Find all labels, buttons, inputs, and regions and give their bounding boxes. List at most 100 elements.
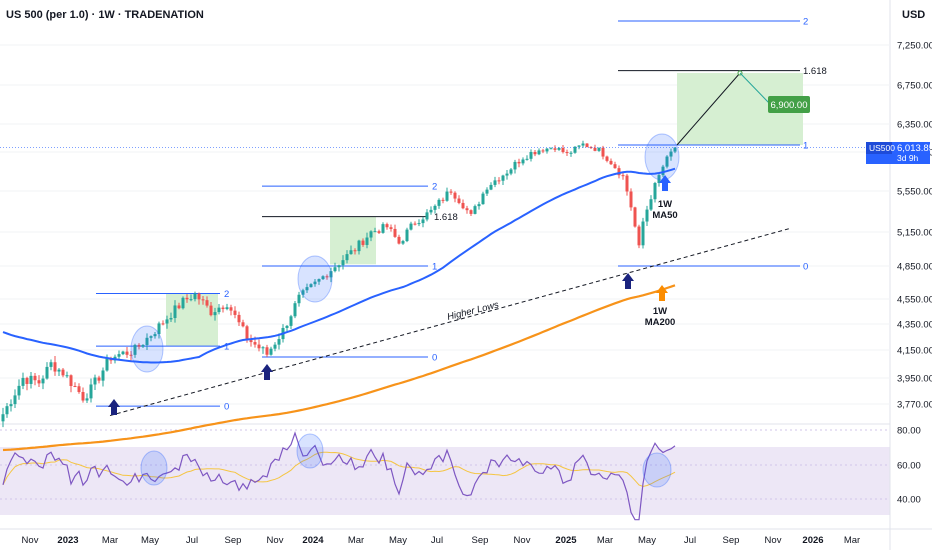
rsi-tick-label: 40.00 [897,495,921,506]
candle-body [185,297,189,300]
candle-body [641,221,645,246]
ma50-arrow [659,175,671,191]
candle-body [649,199,653,210]
candle-body [373,231,377,233]
chart-title: US 500 (per 1.0) · 1W · TRADENATION [6,9,204,21]
rsi-line [2,431,676,521]
candle-body [469,210,473,214]
candle-body [293,303,297,317]
candle-body [177,305,181,309]
price-tick-label: 4,850.00 [897,262,932,273]
highlight-circle [130,325,164,373]
candle-body [205,300,209,306]
candle-body [29,375,33,384]
time-tick-label: May [638,535,656,546]
candle-body [225,307,229,310]
highlight-circle [296,433,324,469]
candle-body [473,206,477,214]
candle-body [541,150,545,152]
price-tick-label: 4,150.00 [897,346,932,357]
currency-label[interactable]: USD [902,9,925,21]
candle-body [265,347,269,355]
time-tick-label: 2026 [802,535,823,546]
fib2-label-0: 0 [432,353,437,364]
candle-body [9,404,13,407]
candle-body [425,212,429,220]
candle-body [165,319,169,324]
candle-body [617,168,621,176]
candle-body [653,183,657,200]
candle-body [269,348,273,355]
candle-body [417,223,421,225]
candle-body [77,386,81,393]
candle-body [445,191,449,201]
higher-low-arrow-2 [261,364,273,380]
candle-body [369,231,373,238]
fib3-label-2: 2 [803,17,808,28]
time-tick-label: Sep [472,535,489,546]
candle-body [433,205,437,210]
candle-body [497,180,501,182]
candle-body [125,351,129,355]
candle-body [261,347,265,349]
candle-body [489,184,493,190]
candle-body [49,362,53,367]
time-tick-label: Mar [597,535,613,546]
rsi-tick-label: 60.00 [897,461,921,472]
candle-body [637,226,641,246]
candle-body [581,143,585,146]
candle-body [197,293,201,300]
time-tick-label: Sep [225,535,242,546]
candle-body [657,175,661,184]
candle-body [621,175,625,177]
candle-body [437,199,441,206]
candle-body [357,240,361,252]
candle-body [349,250,353,255]
candle-body [249,340,253,343]
candle-body [273,344,277,349]
highlight-circle [297,255,333,303]
candle-body [73,385,77,387]
candle-body [257,344,261,349]
rsi-band [0,447,890,515]
candle-body [201,299,205,301]
price-tick-label: 5,150.00 [897,228,932,239]
candle-body [345,254,349,261]
candle-body [457,198,461,203]
candle-body [117,354,121,357]
candle-body [585,143,589,147]
candle-body [129,354,133,356]
candle-body [381,224,385,233]
candle-body [221,307,225,310]
candle-body [549,148,553,150]
candle-body [525,158,529,160]
candle-body [537,150,541,155]
candle-body [321,276,325,280]
candle-body [441,199,445,201]
symbol-tag [866,142,892,154]
price-tick-label: 4,350.00 [897,320,932,331]
candle-body [229,307,233,311]
candle-body [505,173,509,176]
ma200-arrow [656,285,668,301]
candle-body [301,290,305,295]
candle-body [5,406,9,415]
candle-body [661,166,665,176]
candle-body [633,207,637,227]
candle-body [341,260,345,266]
candle-body [517,161,521,164]
price-tick-label: 5,550.00 [897,187,932,198]
candle-body [605,156,609,161]
candle-body [669,151,673,157]
bar-countdown: 3d 9h [897,153,919,163]
time-tick-label: Nov [514,535,531,546]
fib1-label-2: 2 [224,289,229,300]
time-tick-label: Jul [684,535,696,546]
time-tick-label: May [141,535,159,546]
time-tick-label: Sep [723,535,740,546]
higher-lows-trendline [109,227,791,417]
ma200-line [2,284,676,452]
candle-body [493,180,497,185]
